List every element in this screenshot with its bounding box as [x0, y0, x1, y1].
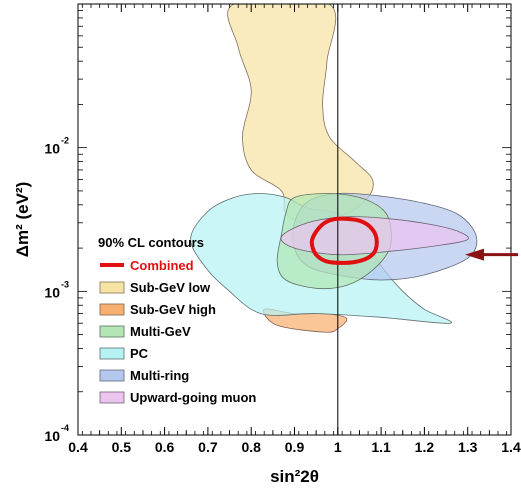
- legend-swatch: [99, 303, 125, 316]
- y-tick-labels: 10-210-310-4: [44, 136, 69, 444]
- legend-label: Multi-GeV: [130, 324, 191, 339]
- x-tick-label: 0.9: [285, 439, 305, 455]
- x-tick-label: 0.8: [241, 439, 261, 455]
- legend-label: Combined: [130, 258, 194, 273]
- x-tick-label: 0.5: [112, 439, 132, 455]
- x-axis-title: sin²2θ: [270, 467, 319, 486]
- legend-item-sub-gev-high: Sub-GeV high: [99, 302, 216, 317]
- y-tick-base: 10: [44, 141, 60, 157]
- y-tick-label: 10 -2: [44, 136, 69, 157]
- x-tick-label: 0.7: [198, 439, 218, 455]
- legend-swatch: [99, 325, 125, 338]
- contour-sub-gev-low: [227, 4, 374, 224]
- legend-label: Upward-going muon: [130, 390, 256, 405]
- x-tick-labels: 0.4 0.5 0.6 0.7 0.8 0.9 1 1.1 1.2 1.3 1.4: [68, 439, 521, 455]
- arrow-head: [465, 248, 484, 261]
- x-tick-label: 1.1: [371, 439, 391, 455]
- y-tick-exponent: -4: [61, 423, 69, 433]
- contour-combined: [309, 216, 379, 265]
- x-tick-label: 1.3: [458, 439, 478, 455]
- y-tick-base: 10: [44, 284, 60, 300]
- x-tick-label: 1.2: [415, 439, 435, 455]
- legend-item-sub-gev-low: Sub-GeV low: [99, 280, 211, 295]
- x-tick-label: 0.6: [155, 439, 175, 455]
- legend-item-multi-ring: Multi-ring: [99, 368, 189, 383]
- legend-item-upward-going-muon: Upward-going muon: [99, 390, 256, 405]
- legend-label: Sub-GeV low: [130, 280, 211, 295]
- y-tick-exponent: -3: [61, 279, 69, 289]
- y-axis-title: Δm² (eV²): [13, 182, 32, 258]
- legend-item-combined: Combined: [100, 258, 194, 273]
- legend-title: 90% CL contours: [98, 235, 204, 250]
- legend-swatch: [99, 347, 125, 360]
- x-tick-label: 1: [334, 439, 342, 455]
- legend-swatch: [99, 281, 125, 294]
- legend-swatch: [99, 391, 125, 404]
- y-tick-label: 10 -3: [44, 279, 69, 300]
- legend-label: Sub-GeV high: [130, 302, 216, 317]
- combined-contour-group: [309, 216, 379, 265]
- legend-swatch: [99, 369, 125, 382]
- legend-label: PC: [130, 346, 149, 361]
- x-tick-label: 1.4: [501, 439, 521, 455]
- contour-regions: [190, 4, 478, 333]
- axis-ticks: [77, 4, 512, 436]
- y-tick-label: 10 -4: [44, 423, 69, 444]
- legend: 90% CL contours Combined Sub-GeV low Sub-G…: [98, 235, 256, 405]
- best-fit-arrow: [465, 248, 518, 261]
- y-tick-exponent: -2: [61, 136, 69, 146]
- legend-item-multi-gev: Multi-GeV: [99, 324, 191, 339]
- y-tick-base: 10: [44, 428, 60, 444]
- x-tick-label: 0.4: [68, 439, 88, 455]
- legend-label: Multi-ring: [130, 368, 189, 383]
- legend-item-pc: PC: [99, 346, 149, 361]
